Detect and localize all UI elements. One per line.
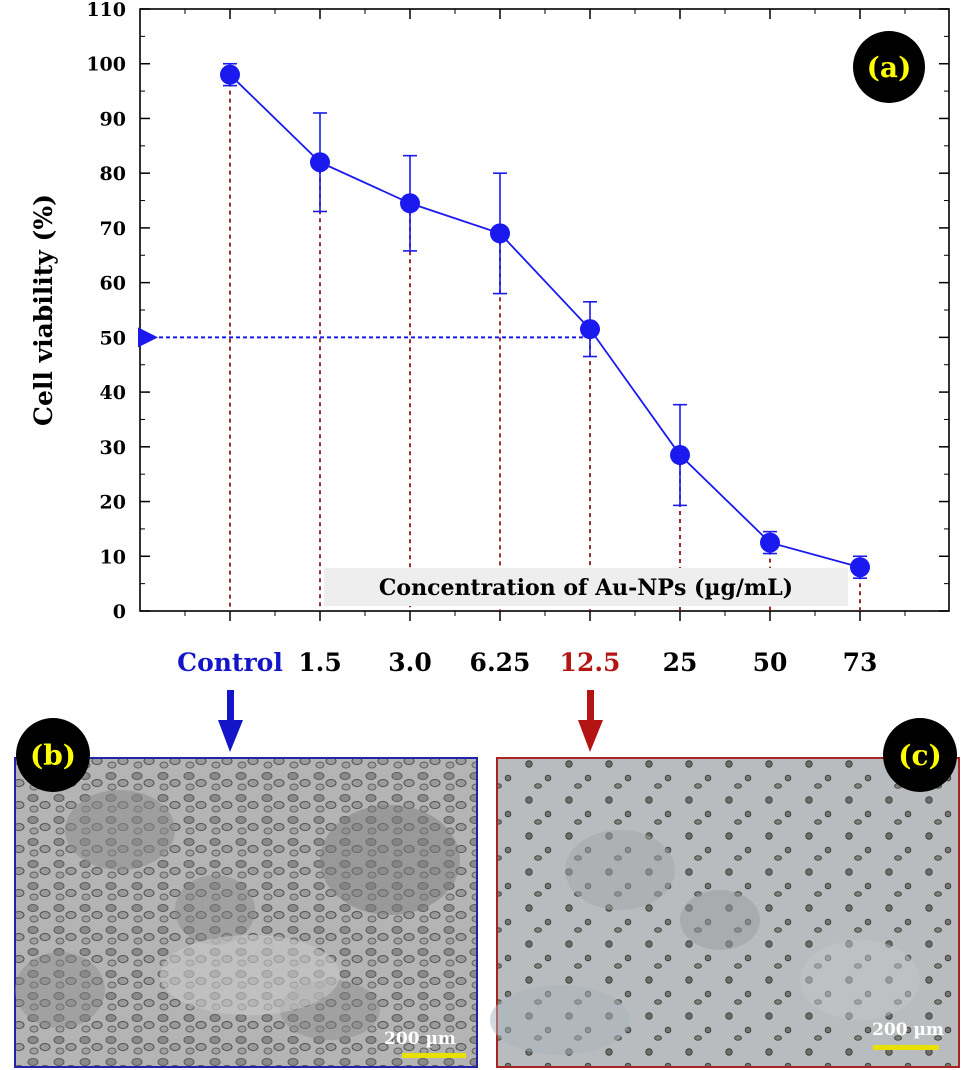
y-ticks: 0 10 20 30 40 50 60 70 80 90 100 110	[86, 0, 949, 623]
x-category-label: 3.0	[388, 648, 432, 677]
panel-b-scale-text: 200 µm	[384, 1029, 456, 1049]
y-tick-label: 80	[100, 163, 126, 185]
x-ticks	[184, 9, 906, 621]
data-point	[670, 445, 690, 466]
panel-b-scale-bar	[402, 1053, 466, 1058]
y-tick-label: 30	[100, 437, 126, 459]
data-points	[220, 64, 870, 578]
plot-area	[139, 8, 950, 612]
x-category-labels: Control 1.5 3.0 6.25 12.5 25 50 73	[177, 648, 877, 677]
panel-b-badge: (b)	[16, 718, 90, 792]
data-point	[490, 223, 510, 244]
panel-a-label: (a)	[867, 51, 912, 84]
data-point	[760, 532, 780, 553]
y-tick-label: 0	[113, 601, 126, 623]
y-tick-label: 70	[100, 218, 126, 240]
data-point	[580, 319, 600, 340]
panel-c-badge: (c)	[883, 718, 957, 792]
arrow-to-panel-c	[578, 690, 603, 752]
y-tick-label: 60	[100, 273, 126, 295]
y-tick-label: 50	[100, 327, 126, 349]
arrow-to-panel-b	[218, 690, 243, 752]
x-category-label: 6.25	[470, 648, 531, 677]
panel-a-badge: (a)	[853, 31, 925, 103]
x-category-label: 25	[663, 648, 698, 677]
x-category-label: 73	[843, 648, 878, 677]
x-category-label: Control	[177, 648, 283, 677]
x-category-label: 12.5	[560, 648, 621, 677]
data-point	[850, 557, 870, 578]
y-tick-label: 90	[100, 108, 126, 130]
y-axis-title: Cell viability (%)	[29, 194, 58, 426]
x-category-label: 50	[753, 648, 788, 677]
y-tick-label: 10	[100, 546, 126, 568]
panel-b-label: (b)	[30, 739, 76, 772]
panel-c-scale-text: 200 µm	[872, 1020, 944, 1040]
y-tick-label: 110	[86, 0, 126, 21]
panel-c-micrograph: 200 µm	[490, 757, 960, 1068]
y-tick-label: 20	[100, 492, 126, 514]
data-point	[400, 193, 420, 214]
y-tick-label: 40	[100, 382, 126, 404]
y-tick-label: 100	[86, 54, 126, 76]
data-point	[310, 152, 330, 173]
series-line	[229, 74, 861, 569]
panel-c-scale-bar	[873, 1045, 939, 1050]
x-axis-title-box	[324, 568, 848, 606]
x-category-label: 1.5	[298, 648, 342, 677]
panel-c-label: (c)	[898, 739, 942, 772]
panel-b-micrograph: 200 µm	[14, 757, 478, 1068]
data-point	[220, 64, 240, 85]
x-axis-title: Concentration of Au-NPs (µg/mL)	[379, 575, 793, 601]
